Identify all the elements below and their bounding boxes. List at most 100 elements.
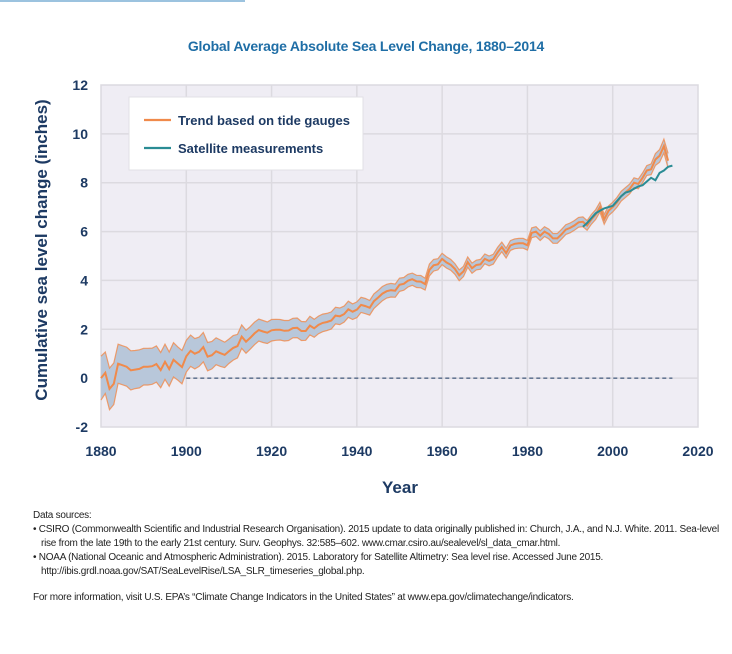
- data-point-tide-gauges: [232, 346, 235, 349]
- data-point-tide-gauges: [381, 292, 384, 295]
- data-point-tide-gauges: [189, 349, 192, 352]
- y-tick-label: 4: [80, 272, 88, 288]
- data-point-satellite: [598, 209, 601, 212]
- data-point-tide-gauges: [227, 350, 230, 353]
- data-point-tide-gauges: [513, 242, 516, 245]
- data-point-tide-gauges: [407, 279, 410, 282]
- data-point-tide-gauges: [338, 315, 341, 318]
- data-point-tide-gauges: [104, 371, 107, 374]
- data-point-tide-gauges: [279, 328, 282, 331]
- data-point-tide-gauges: [355, 308, 358, 311]
- data-point-tide-gauges: [415, 280, 418, 283]
- tide-gauge-band-upper-edge: [100, 137, 669, 370]
- x-tick-label: 1960: [427, 443, 458, 459]
- chart-title: Global Average Absolute Sea Level Change…: [187, 38, 545, 54]
- data-point-tide-gauges: [607, 209, 610, 212]
- data-point-tide-gauges: [398, 283, 401, 286]
- data-point-tide-gauges: [441, 257, 444, 260]
- data-point-satellite: [624, 191, 627, 194]
- data-point-tide-gauges: [543, 230, 546, 233]
- data-point-tide-gauges: [364, 305, 367, 308]
- data-point-tide-gauges: [172, 358, 175, 361]
- data-point-tide-gauges: [633, 181, 636, 184]
- data-point-satellite: [590, 217, 593, 220]
- data-point-tide-gauges: [573, 224, 576, 227]
- data-point-tide-gauges: [436, 263, 439, 266]
- legend-box: [128, 96, 364, 171]
- source-csiro: • CSIRO (Commonwealth Scientific and Ind…: [33, 524, 719, 549]
- data-point-tide-gauges: [492, 258, 495, 261]
- data-point-tide-gauges: [274, 328, 277, 331]
- y-tick-label: 10: [72, 126, 88, 142]
- y-tick-label: 12: [72, 77, 88, 93]
- data-point-satellite: [662, 169, 665, 172]
- legend-label-satellite: Satellite measurements: [178, 141, 323, 156]
- data-point-tide-gauges: [334, 314, 337, 317]
- data-point-tide-gauges: [168, 368, 171, 371]
- data-point-tide-gauges: [100, 377, 103, 380]
- data-point-tide-gauges: [500, 245, 503, 248]
- data-point-tide-gauges: [262, 330, 265, 333]
- y-tick-label: -2: [76, 419, 89, 435]
- data-point-tide-gauges: [534, 230, 537, 233]
- footer: Data sources: • CSIRO (Commonwealth Scie…: [33, 509, 723, 605]
- data-point-tide-gauges: [138, 367, 141, 370]
- data-point-tide-gauges: [198, 350, 201, 353]
- data-point-tide-gauges: [253, 332, 256, 335]
- data-point-tide-gauges: [577, 221, 580, 224]
- data-point-tide-gauges: [240, 335, 243, 338]
- data-point-satellite: [641, 184, 644, 187]
- data-point-tide-gauges: [547, 233, 550, 236]
- data-point-tide-gauges: [163, 360, 166, 363]
- data-point-tide-gauges: [317, 323, 320, 326]
- data-point-tide-gauges: [539, 234, 542, 237]
- y-tick-label: 6: [80, 224, 88, 240]
- data-point-tide-gauges: [146, 365, 149, 368]
- chart-svg: -2 0 2 4 6 8 10 12 1880 1900 1920 1940 1960 1980 2000…: [32, 77, 714, 497]
- x-axis-ticks: 1880 1900 1920 1940 1960 1980 2000 2020: [85, 443, 713, 459]
- data-point-tide-gauges: [641, 176, 644, 179]
- data-point-tide-gauges: [283, 329, 286, 332]
- data-point-tide-gauges: [389, 289, 392, 292]
- data-point-tide-gauges: [496, 251, 499, 254]
- data-point-tide-gauges: [654, 158, 657, 161]
- data-point-tide-gauges: [475, 264, 478, 267]
- data-point-tide-gauges: [650, 168, 653, 171]
- series-line-satellite: [582, 164, 673, 228]
- data-point-tide-gauges: [202, 346, 205, 349]
- data-point-tide-gauges: [453, 267, 456, 270]
- data-point-tide-gauges: [343, 313, 346, 316]
- data-point-tide-gauges: [244, 340, 247, 343]
- data-point-satellite: [628, 190, 631, 193]
- data-point-tide-gauges: [377, 296, 380, 299]
- data-point-satellite: [615, 200, 618, 203]
- x-tick-label: 1920: [256, 443, 287, 459]
- data-point-tide-gauges: [552, 237, 555, 240]
- y-tick-label: 2: [80, 321, 88, 337]
- data-point-satellite: [607, 206, 610, 209]
- data-point-tide-gauges: [210, 354, 213, 357]
- x-tick-label: 2020: [682, 443, 713, 459]
- data-point-tide-gauges: [445, 261, 448, 264]
- y-axis-label: Cumulative sea level change (inches): [32, 99, 51, 400]
- data-point-tide-gauges: [667, 159, 670, 162]
- data-point-tide-gauges: [129, 369, 132, 372]
- data-point-tide-gauges: [645, 169, 648, 172]
- data-point-tide-gauges: [266, 331, 269, 334]
- data-point-tide-gauges: [313, 327, 316, 330]
- data-point-tide-gauges: [176, 362, 179, 365]
- data-point-tide-gauges: [419, 280, 422, 283]
- data-point-tide-gauges: [526, 244, 529, 247]
- data-point-tide-gauges: [603, 218, 606, 221]
- data-point-tide-gauges: [488, 259, 491, 262]
- data-point-tide-gauges: [470, 267, 473, 270]
- data-point-tide-gauges: [125, 365, 128, 368]
- y-tick-label: 8: [80, 175, 88, 191]
- data-point-tide-gauges: [257, 329, 260, 332]
- data-point-tide-gauges: [219, 352, 222, 355]
- data-point-tide-gauges: [206, 355, 209, 358]
- data-point-tide-gauges: [223, 353, 226, 356]
- data-point-tide-gauges: [530, 231, 533, 234]
- data-point-tide-gauges: [347, 308, 350, 311]
- tide-gauge-band-lower-edge: [100, 151, 669, 411]
